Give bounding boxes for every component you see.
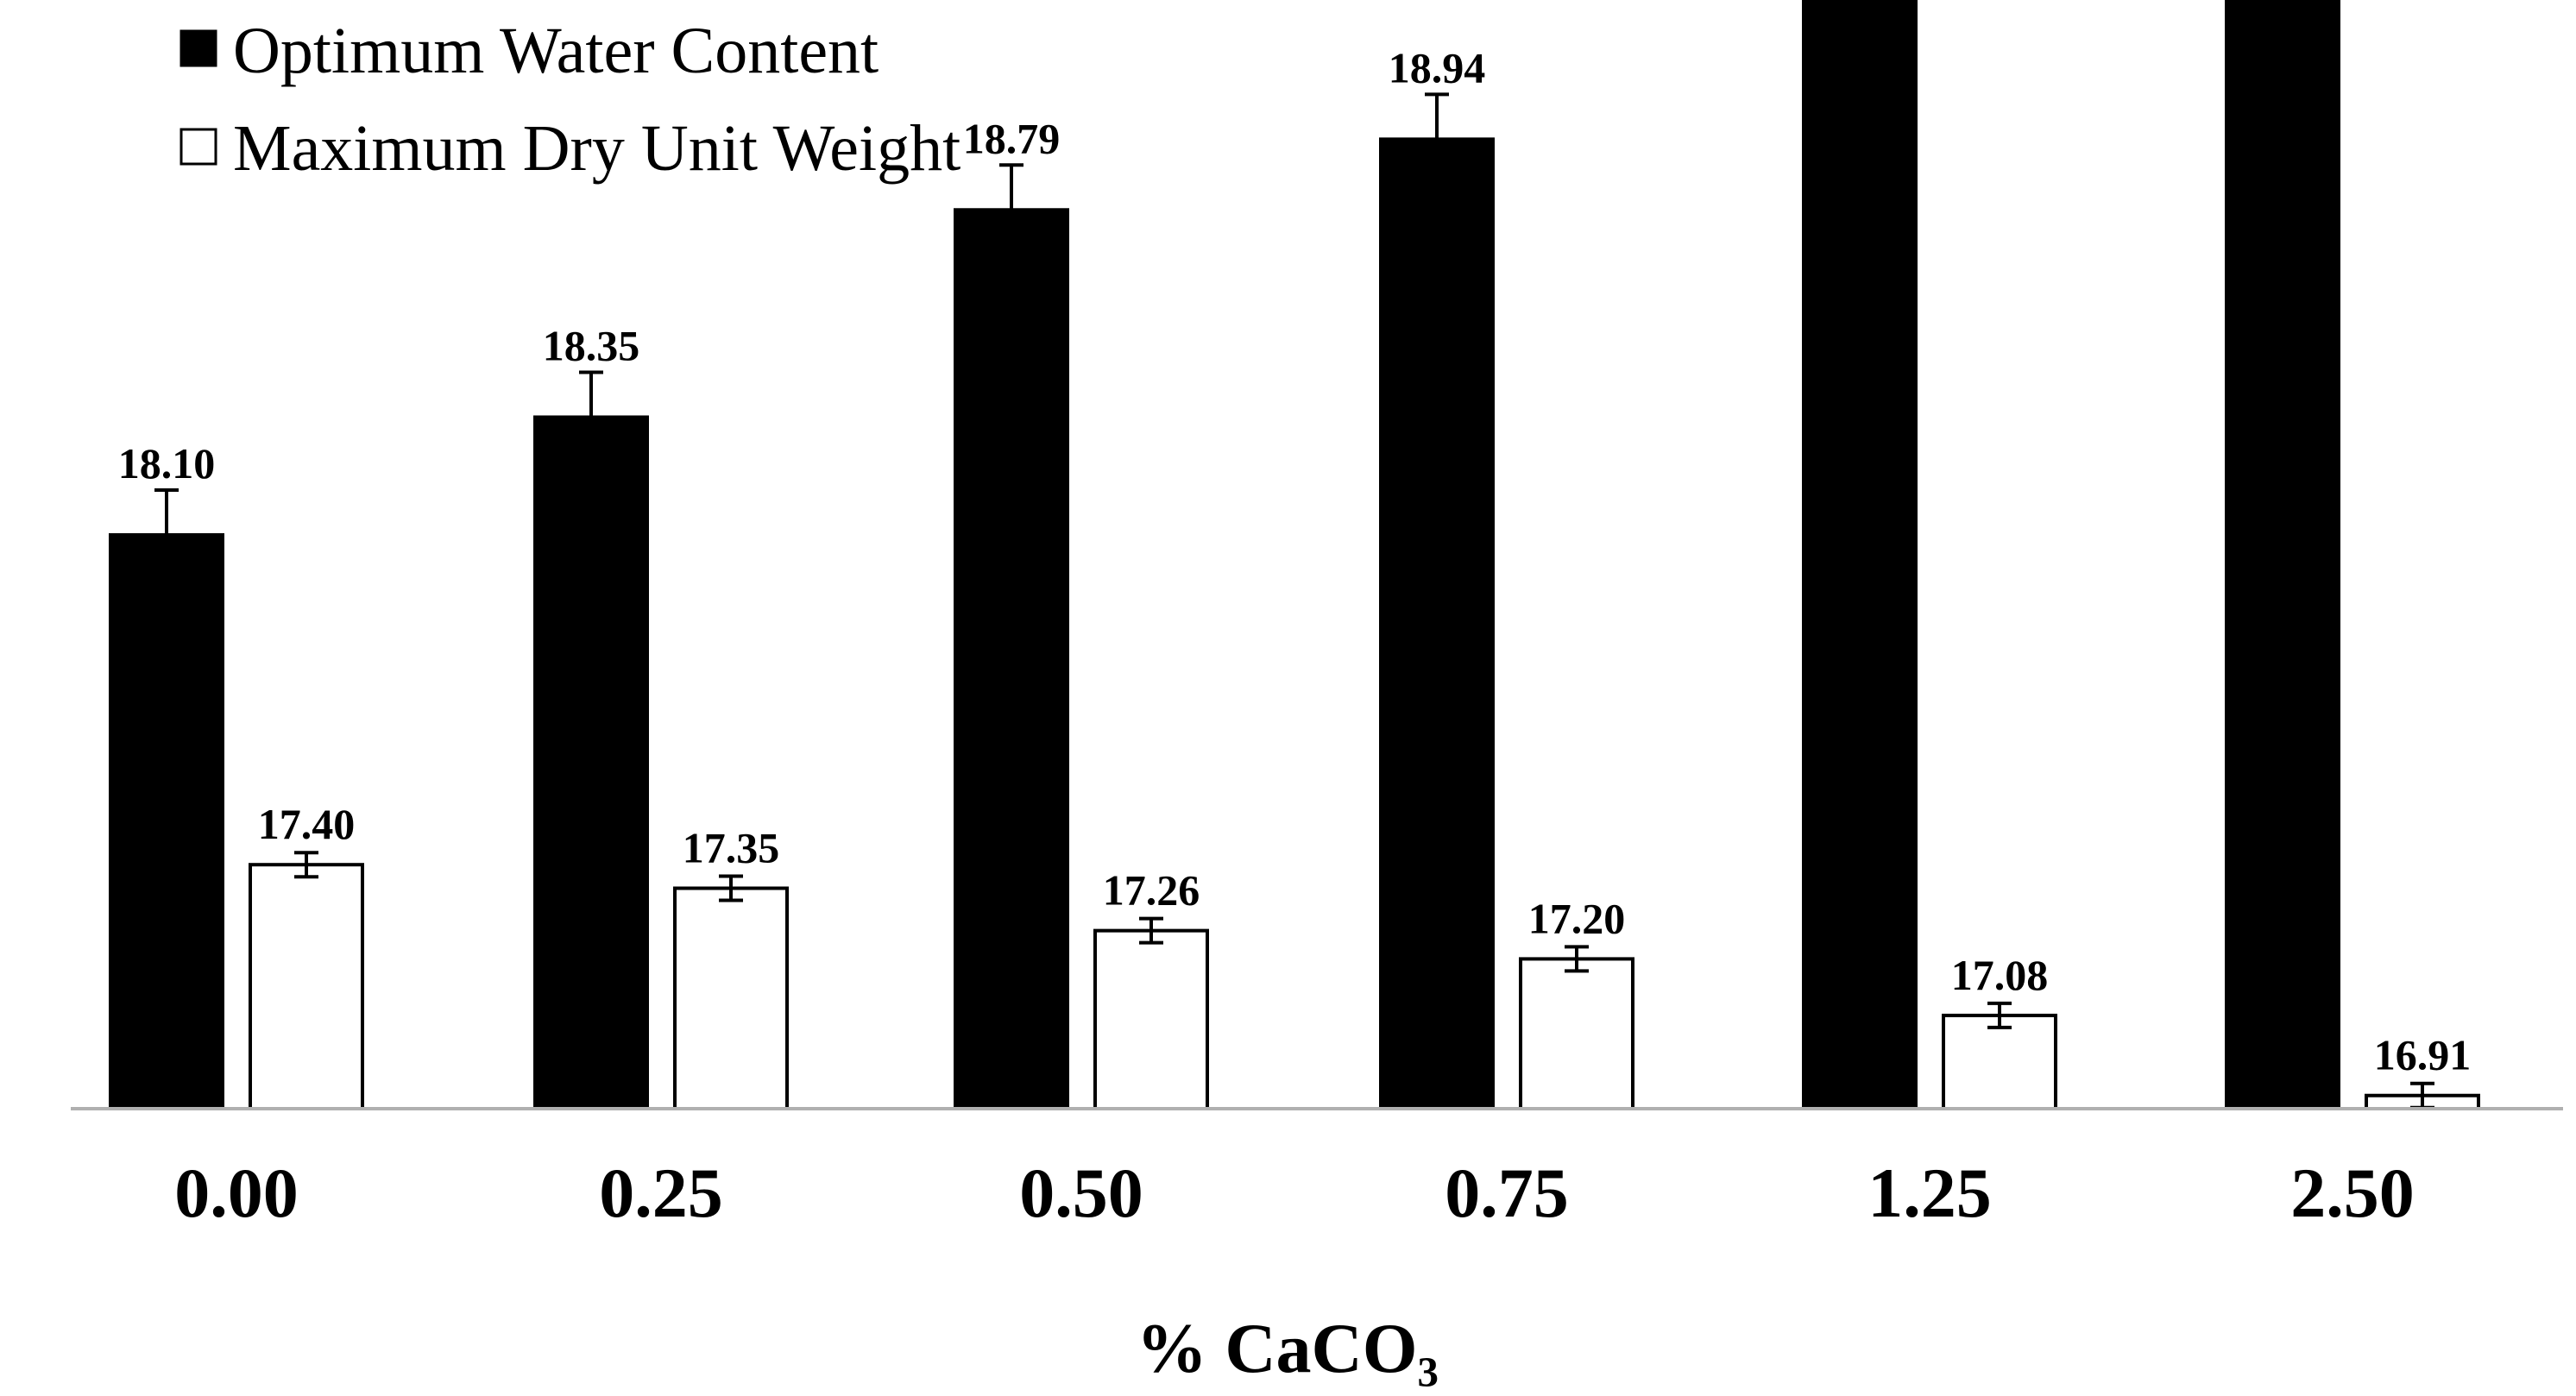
x-tick-label-5: 2.50 — [2290, 1154, 2415, 1232]
data-label-optimum-water-content-0: 18.10 — [118, 439, 216, 487]
error-bars-group — [154, 92, 2434, 1110]
legend-label-maximum-dry-unit-weight: Maximum Dry Unit Weight — [233, 112, 960, 185]
bar-optimum-water-content-4 — [1802, 0, 1918, 1111]
error-bar-optimum-water-content-2 — [999, 163, 1023, 211]
data-label-maximum-dry-unit-weight-0: 17.40 — [258, 800, 356, 848]
data-label-maximum-dry-unit-weight-3: 17.20 — [1528, 894, 1626, 942]
x-tick-labels-group: 0.00 0.25 0.50 0.75 1.25 2.50 — [174, 1154, 2415, 1232]
error-bar-optimum-water-content-3 — [1425, 92, 1449, 140]
x-tick-label-1: 0.25 — [599, 1154, 723, 1232]
bar-maximum-dry-unit-weight-2 — [1093, 928, 1209, 1111]
bar-optimum-water-content-5 — [2225, 0, 2340, 1110]
bar-maximum-dry-unit-weight-0 — [249, 863, 364, 1110]
data-label-optimum-water-content-2: 18.79 — [963, 114, 1061, 162]
bar-maximum-dry-unit-weight-4 — [1942, 1013, 2057, 1111]
error-bar-maximum-dry-unit-weight-3 — [1565, 945, 1589, 973]
legend-swatch-maximum-dry-unit-weight — [180, 128, 217, 166]
data-label-maximum-dry-unit-weight-1: 17.35 — [683, 824, 780, 872]
data-labels-group: 18.10 17.40 18.35 17.35 18.79 17.26 18.94 17.20… — [118, 43, 2472, 1079]
bar-maximum-dry-unit-weight-3 — [1519, 957, 1634, 1111]
error-bar-maximum-dry-unit-weight-4 — [1987, 1001, 2012, 1029]
bar-optimum-water-content-3 — [1379, 137, 1495, 1111]
data-label-optimum-water-content-3: 18.94 — [1389, 43, 1486, 91]
x-axis-label: % CaCO₃ — [1137, 1309, 1439, 1387]
legend-label-optimum-water-content: Optimum Water Content — [233, 15, 879, 87]
data-label-maximum-dry-unit-weight-5: 16.91 — [2374, 1031, 2472, 1079]
x-tick-label-3: 0.75 — [1445, 1154, 1569, 1232]
bar-optimum-water-content-1 — [533, 415, 649, 1110]
bar-optimum-water-content-0 — [109, 533, 224, 1110]
data-label-maximum-dry-unit-weight-4: 17.08 — [1951, 951, 2049, 999]
error-bar-maximum-dry-unit-weight-2 — [1139, 916, 1163, 945]
data-label-maximum-dry-unit-weight-2: 17.26 — [1103, 866, 1200, 915]
bar-optimum-water-content-2 — [954, 208, 1069, 1110]
bar-maximum-dry-unit-weight-1 — [673, 886, 789, 1110]
error-bar-maximum-dry-unit-weight-0 — [294, 851, 318, 879]
error-bar-optimum-water-content-0 — [154, 488, 179, 535]
x-tick-label-4: 1.25 — [1867, 1154, 1992, 1232]
x-tick-label-0: 0.00 — [174, 1154, 299, 1232]
data-label-optimum-water-content-1: 18.35 — [543, 322, 640, 370]
error-bar-optimum-water-content-1 — [579, 370, 603, 418]
error-bar-maximum-dry-unit-weight-1 — [719, 874, 743, 902]
legend: Optimum Water Content Maximum Dry Unit W… — [180, 15, 960, 185]
legend-swatch-optimum-water-content — [180, 29, 217, 67]
x-tick-label-2: 0.50 — [1019, 1154, 1143, 1232]
